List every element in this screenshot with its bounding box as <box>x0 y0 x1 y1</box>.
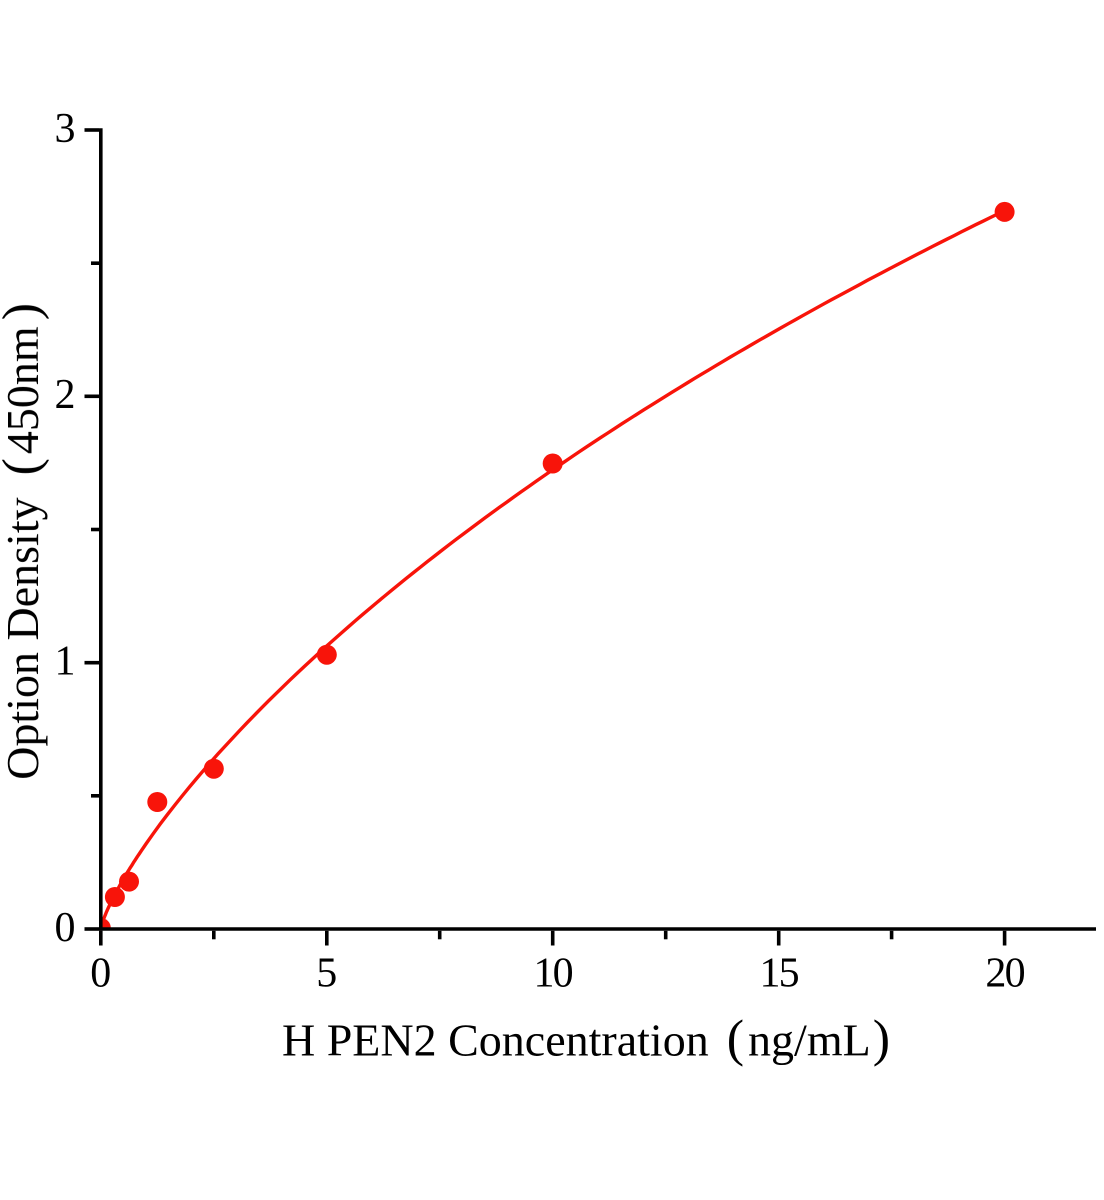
svg-text:0: 0 <box>90 951 111 997</box>
svg-text:3: 3 <box>55 106 76 152</box>
svg-text:1: 1 <box>55 639 76 685</box>
svg-text:H PEN2 Concentration(ng/mL): H PEN2 Concentration (ng/mL) <box>282 1011 890 1068</box>
svg-text:10: 10 <box>533 951 572 997</box>
svg-text:Option Density(450nm): Option Density(450nm) <box>0 303 50 780</box>
svg-text:20: 20 <box>985 951 1024 997</box>
svg-text:15: 15 <box>759 951 798 997</box>
svg-text:0: 0 <box>55 905 76 951</box>
svg-text:2: 2 <box>55 372 76 418</box>
svg-text:5: 5 <box>316 951 337 997</box>
